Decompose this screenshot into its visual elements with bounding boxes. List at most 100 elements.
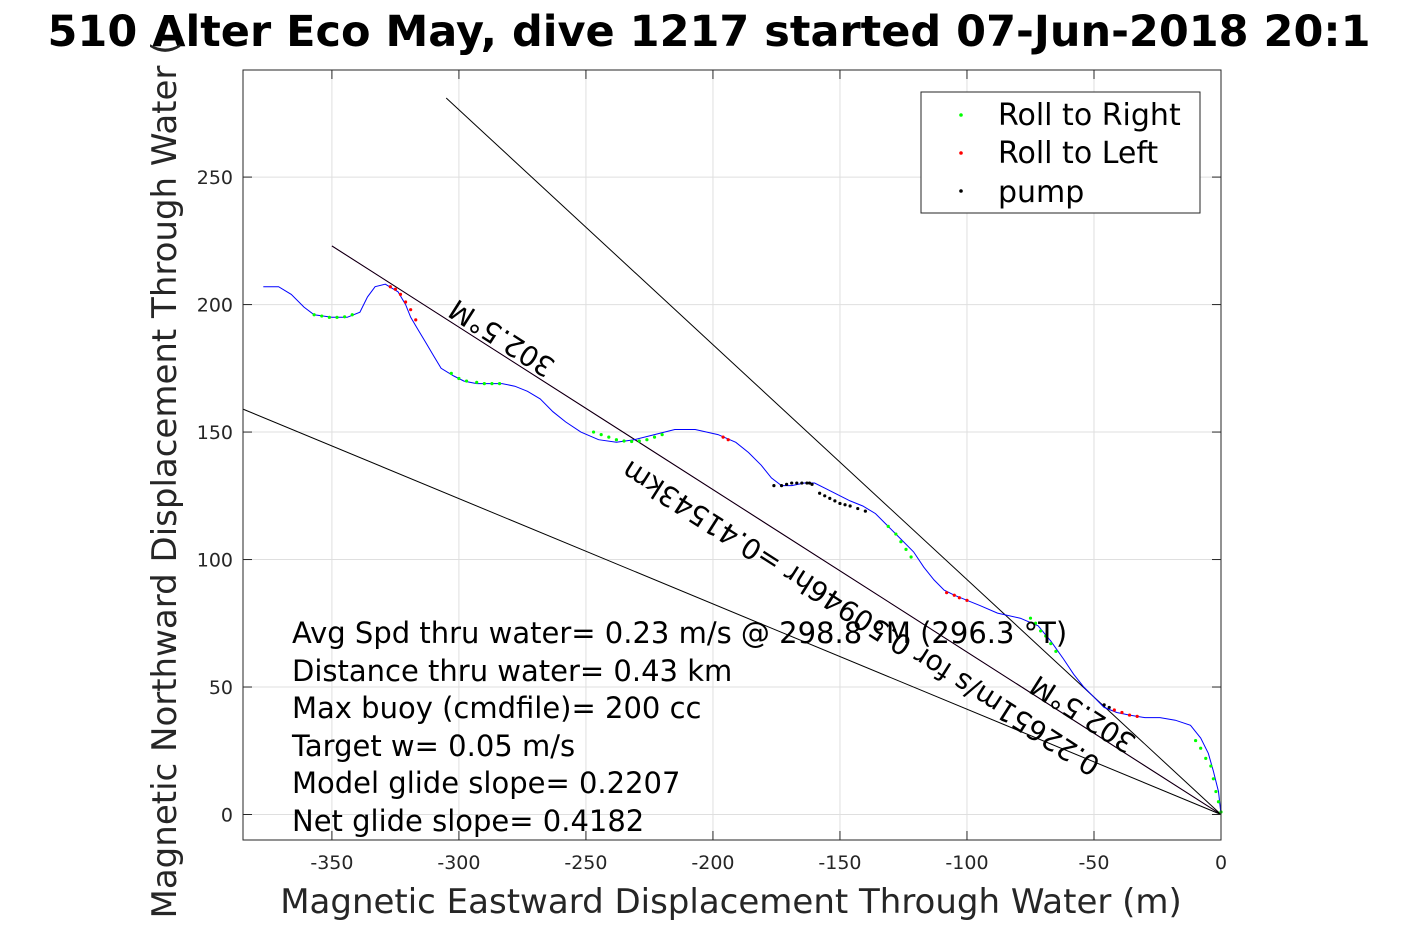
pump-point — [1107, 705, 1111, 710]
roll-right-point — [894, 532, 898, 536]
roll-left-point — [403, 300, 408, 304]
tick-layer: -350 -300 -250 -200 -150 -100 -50 0 0 50 100 150 200… — [197, 70, 1227, 874]
roll-right-point — [1049, 642, 1053, 646]
pump-point — [807, 481, 812, 485]
x-tick-label: -250 — [564, 852, 607, 874]
pump-point — [843, 503, 847, 507]
pump-point — [828, 496, 832, 500]
roll-right-point — [909, 555, 913, 559]
roll-right-point — [622, 439, 626, 443]
roll-right-point — [1211, 777, 1215, 781]
x-tick-label: -350 — [310, 852, 353, 874]
roll-right-point — [457, 376, 461, 381]
pump-point — [838, 501, 842, 506]
roll-right-point — [1033, 621, 1038, 625]
legend: Roll to Right Roll to Left pump — [920, 91, 1201, 214]
envelope-lower — [242, 408, 1222, 815]
roll-right-point — [1039, 629, 1043, 633]
roll-right-point — [1054, 649, 1058, 653]
pump-point — [856, 506, 860, 511]
roll-right-point — [591, 430, 596, 434]
track-line — [263, 283, 1222, 815]
x-tick-label: -100 — [945, 852, 988, 874]
pump-point — [833, 499, 837, 503]
point-layer — [312, 285, 1223, 814]
pump-point — [810, 482, 814, 486]
roll-right-point — [350, 313, 354, 317]
stats-annotation: Avg Spd thru water= 0.23 m/s @ 298.8 °M … — [291, 616, 1067, 838]
stat-avg-speed: Avg Spd thru water= 0.23 m/s @ 298.8 °M … — [292, 616, 1067, 650]
roll-right-point — [320, 314, 324, 318]
roll-left-point — [721, 435, 725, 439]
roll-right-point — [312, 313, 316, 317]
roll-left-point — [409, 308, 413, 312]
roll-right-point — [327, 315, 331, 319]
roll-right-point — [899, 540, 903, 544]
roll-left-point — [1112, 708, 1116, 712]
roll-right-point — [1193, 738, 1198, 743]
roll-right-point — [464, 379, 469, 383]
roll-right-point — [886, 524, 890, 528]
pump-point — [818, 491, 822, 495]
stat-model-glide: Model glide slope= 0.2207 — [292, 766, 680, 800]
x-tick-label: -300 — [437, 852, 480, 874]
roll-right-point — [637, 439, 641, 443]
pump-point — [795, 481, 799, 485]
track-layer — [263, 283, 1222, 815]
legend-label-roll-left: Roll to Left — [998, 136, 1158, 171]
legend-marker-roll-right — [959, 113, 963, 117]
heading-302.5M-line-black — [331, 245, 1222, 815]
x-tick-label: 0 — [1215, 852, 1227, 874]
roll-right-point — [1028, 616, 1033, 620]
stat-net-glide: Net glide slope= 0.4182 — [292, 804, 644, 838]
chart-title: 510 Alter Eco May, dive 1217 started 07-… — [47, 7, 1370, 57]
roll-right-point — [490, 382, 494, 386]
roll-left-point — [1127, 713, 1132, 717]
roll-left-point — [393, 287, 398, 291]
roll-right-point — [660, 433, 664, 437]
y-tick-label: 200 — [197, 295, 233, 317]
legend-box — [920, 91, 1201, 214]
roll-right-point — [599, 433, 603, 437]
roll-right-point — [607, 435, 611, 439]
roll-right-point — [343, 315, 347, 319]
roll-right-point — [1044, 634, 1048, 638]
roll-right-point — [475, 380, 479, 384]
roll-left-point — [414, 318, 418, 322]
y-tick-label: 50 — [209, 677, 233, 699]
roll-right-point — [630, 439, 634, 444]
stat-distance: Distance thru water= 0.43 km — [292, 654, 732, 688]
pump-point — [848, 504, 852, 508]
roll-right-point — [335, 315, 339, 319]
y-tick-label: 0 — [221, 805, 233, 827]
roll-right-point — [645, 438, 649, 442]
axes-frame — [242, 69, 1222, 841]
roll-right-point — [1209, 764, 1213, 768]
x-tick-label: -50 — [1078, 852, 1109, 874]
pump-point — [779, 483, 784, 488]
legend-marker-pump — [959, 189, 963, 193]
legend-marker-roll-left — [959, 151, 963, 155]
legend-label-roll-right: Roll to Right — [998, 98, 1181, 133]
roll-left-point — [957, 596, 961, 600]
stat-target-w: Target w= 0.05 m/s — [291, 729, 575, 763]
roll-left-point — [1135, 714, 1139, 718]
pump-point — [1102, 703, 1106, 707]
pump-point — [772, 483, 776, 488]
y-axis-label: Magnetic Northward Displacement Through … — [145, 42, 185, 919]
roll-left-point — [726, 438, 730, 442]
roll-left-point — [388, 285, 392, 289]
pump-point — [785, 482, 789, 486]
y-tick-label: 150 — [197, 422, 233, 444]
pump-point — [805, 481, 809, 485]
x-axis-label: Magnetic Eastward Displacement Through W… — [280, 882, 1182, 922]
roll-left-point — [398, 292, 403, 296]
roll-left-point — [945, 591, 949, 595]
roll-right-point — [652, 435, 657, 439]
roll-right-point — [1216, 800, 1221, 804]
roll-left-point — [965, 598, 969, 602]
y-tick-label: 100 — [197, 550, 233, 572]
roll-right-point — [1204, 756, 1208, 761]
x-tick-label: -150 — [818, 852, 861, 874]
